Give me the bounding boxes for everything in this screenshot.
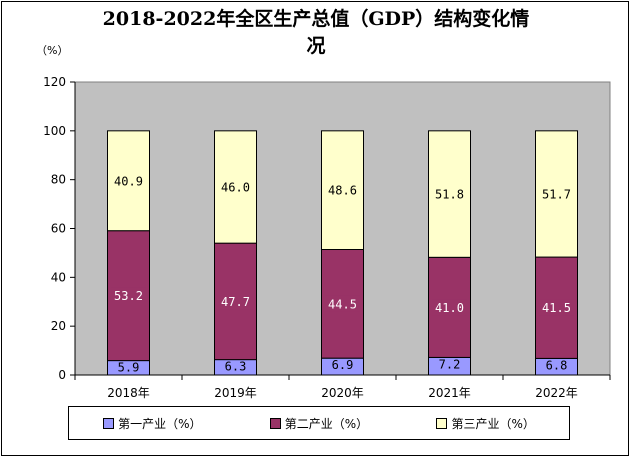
data-label: 5.9: [118, 361, 140, 375]
data-label: 46.0: [221, 180, 250, 194]
y-tick-label: 120: [43, 75, 66, 89]
y-tick-label: 80: [51, 173, 66, 187]
data-label: 41.0: [435, 301, 464, 315]
x-tick-label: 2019年: [214, 386, 257, 400]
data-label-bg: [324, 182, 361, 199]
y-tick-label: 60: [51, 222, 66, 236]
data-label: 48.6: [328, 184, 357, 198]
data-label: 6.9: [332, 358, 354, 372]
data-label: 53.2: [114, 289, 143, 303]
legend-swatch-tertiary: [436, 417, 448, 429]
data-label: 7.2: [439, 357, 461, 371]
chart-title: 2018-2022年全区生产总值（GDP）结构变化情 况: [0, 6, 632, 60]
x-tick-label: 2021年: [428, 386, 471, 400]
data-label: 6.3: [225, 360, 247, 374]
y-tick-label: 0: [58, 368, 66, 382]
legend-swatch-secondary: [269, 417, 281, 429]
data-label: 44.5: [328, 297, 357, 311]
chart-title-line1: 2018-2022年全区生产总值（GDP）结构变化情: [102, 8, 530, 30]
y-axis-unit: （%）: [36, 44, 69, 57]
data-label-bg: [538, 299, 575, 316]
data-label-bg: [431, 186, 468, 203]
data-label: 6.8: [546, 358, 568, 372]
chart-title-line2: 况: [306, 35, 326, 57]
data-label: 41.5: [542, 301, 571, 315]
legend-item-tertiary: 第三产业（%）: [436, 415, 535, 432]
data-label: 40.9: [114, 174, 143, 188]
data-label: 47.7: [221, 295, 250, 309]
data-label: 51.8: [435, 188, 464, 202]
legend-label-tertiary: 第三产业（%）: [451, 416, 535, 431]
legend-label-secondary: 第二产业（%）: [284, 416, 369, 431]
data-label-bg: [110, 287, 147, 304]
data-label-bg: [217, 178, 254, 195]
legend-label-primary: 第一产业（%）: [118, 416, 202, 431]
y-tick-label: 20: [51, 319, 66, 333]
y-tick-label: 40: [51, 270, 66, 284]
y-tick-label: 100: [43, 124, 66, 138]
legend: 第一产业（%） 第二产业（%） 第三产业（%）: [68, 406, 570, 440]
x-tick-label: 2020年: [321, 386, 364, 400]
data-label-bg: [538, 185, 575, 202]
x-tick-label: 2018年: [107, 386, 150, 400]
legend-swatch-primary: [103, 417, 115, 429]
data-label-bg: [110, 172, 147, 189]
data-label-bg: [324, 295, 361, 312]
legend-item-secondary: 第二产业（%）: [269, 415, 369, 432]
data-label-bg: [431, 299, 468, 316]
legend-item-primary: 第一产业（%）: [103, 415, 202, 432]
data-label-bg: [217, 293, 254, 310]
x-tick-label: 2022年: [535, 386, 578, 400]
data-label: 51.7: [542, 187, 571, 201]
